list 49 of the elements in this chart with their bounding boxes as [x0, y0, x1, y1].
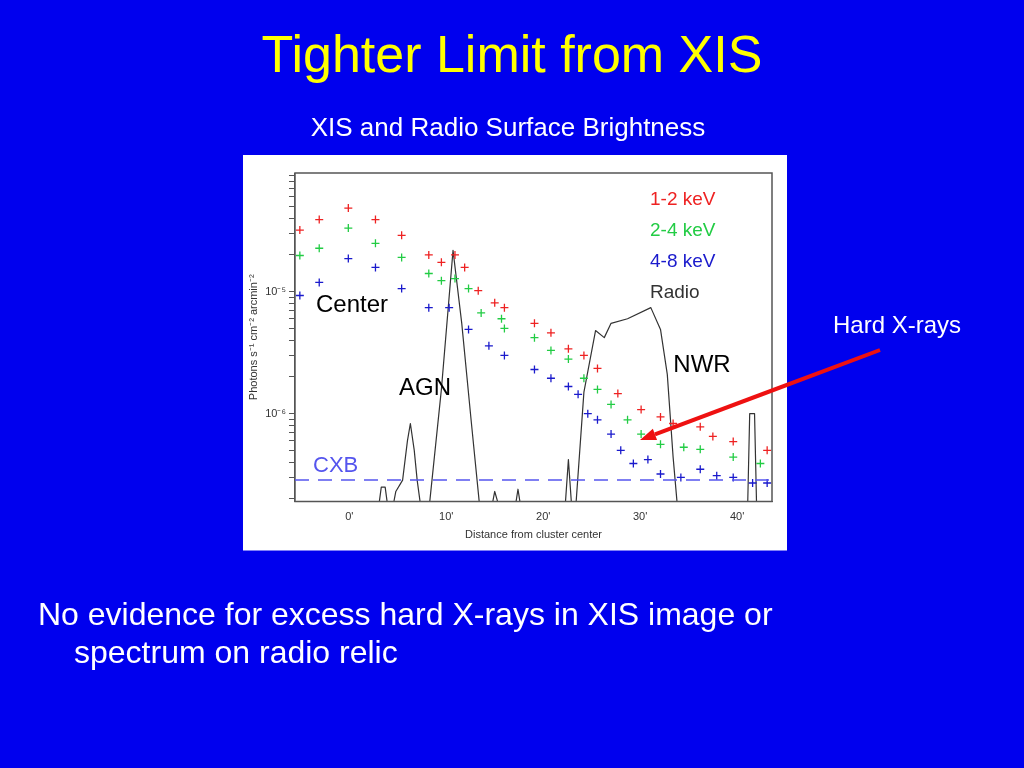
point	[636, 429, 646, 439]
text: 2-4 keV	[650, 219, 716, 241]
series-label: Radio	[650, 281, 700, 303]
y-axis-title: Photons s⁻¹ cm⁻² arcmin⁻²	[246, 274, 259, 401]
point	[546, 328, 556, 338]
x-axis-title: Distance from cluster center	[465, 528, 603, 541]
point	[728, 452, 738, 462]
point	[643, 454, 653, 465]
text: Hard X-rays	[832, 310, 962, 338]
x-tick-label: 30'	[632, 510, 648, 523]
point	[444, 302, 454, 313]
chart-subtitle: XIS and Radio Surface Brightness	[310, 112, 706, 143]
point	[484, 341, 494, 351]
point	[655, 412, 666, 422]
ref-line-label: CXB	[313, 452, 359, 478]
x-tick-label: 10'	[439, 510, 454, 523]
x-tick-label: 20'	[536, 510, 551, 523]
point	[424, 250, 434, 260]
point	[655, 469, 666, 479]
text: 1-2 keV	[650, 188, 716, 210]
point	[343, 203, 353, 213]
annotation: NWR	[673, 349, 731, 377]
point	[343, 223, 353, 233]
point	[546, 373, 556, 383]
x-tick-label: 40'	[729, 510, 745, 523]
x-tick-label: 0'	[345, 510, 354, 523]
point	[476, 308, 486, 318]
text: 4-8 keV	[650, 250, 716, 272]
point	[636, 404, 646, 415]
chart-title: Tighter Limit from XIS	[261, 25, 763, 84]
annotation: AGN	[398, 372, 452, 400]
point	[563, 354, 574, 364]
point	[708, 431, 718, 442]
point	[747, 478, 758, 488]
point	[295, 225, 305, 235]
point	[573, 389, 583, 399]
point	[606, 429, 616, 439]
point	[450, 250, 460, 260]
point	[546, 345, 556, 356]
point	[579, 350, 589, 361]
point	[579, 373, 589, 383]
point	[606, 399, 616, 410]
annotation: Center	[315, 289, 389, 317]
point	[450, 273, 460, 284]
y-tick-label: 10⁻⁵	[265, 284, 286, 297]
point	[676, 472, 686, 483]
text: No evidence for excess hard X-rays in XIS image or spectrum on radio relic	[38, 596, 773, 670]
y-tick-label: 10⁻⁶	[265, 406, 286, 419]
point	[762, 478, 772, 488]
